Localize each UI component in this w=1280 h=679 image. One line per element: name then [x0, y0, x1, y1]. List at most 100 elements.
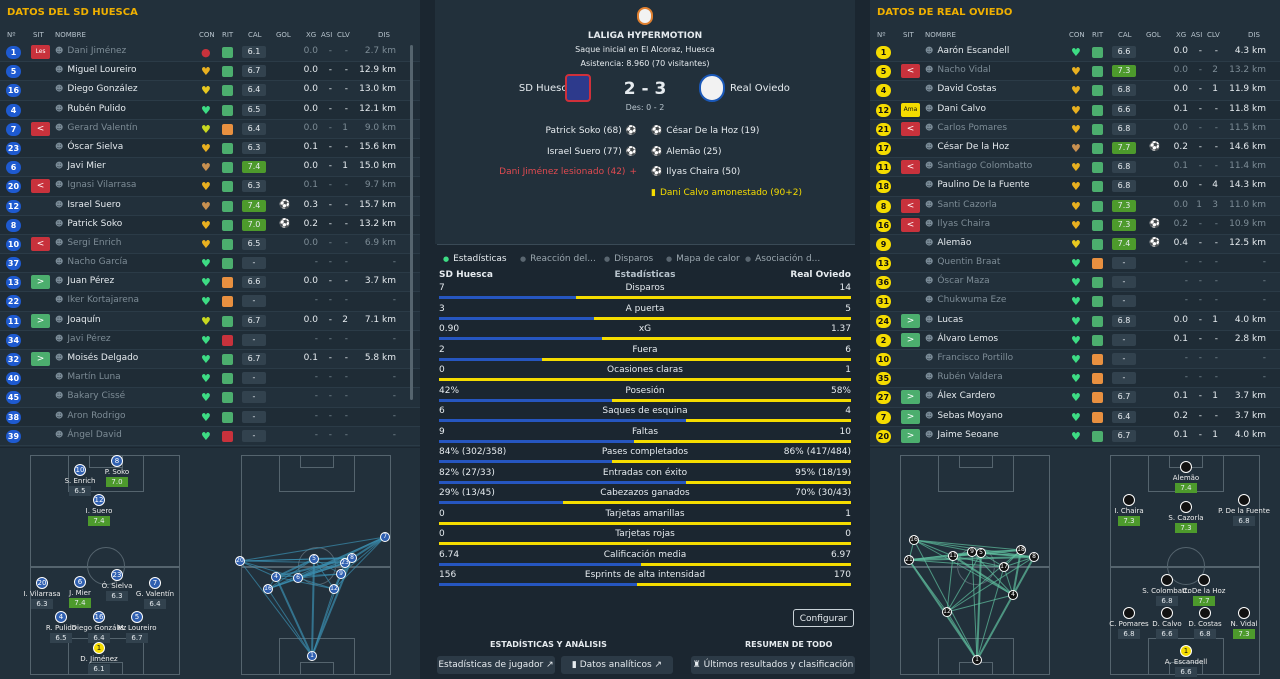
analytics-button[interactable]: ▮ Datos analíticos ↗	[561, 656, 673, 674]
player-name[interactable]: ☻ César De la Hoz	[925, 141, 1010, 152]
column-header[interactable]: CON	[1069, 31, 1085, 39]
column-header[interactable]: CLV	[1207, 31, 1220, 39]
player-marker[interactable]: 6	[74, 576, 86, 588]
player-row[interactable]: 13 ☻ Quentin Braat ♥ - - - - -	[870, 254, 1280, 274]
player-marker[interactable]: 7	[149, 577, 161, 589]
player-row[interactable]: 24 > ☻ Lucas ♥ 6.8 0.0-1 4.0 km	[870, 312, 1280, 331]
player-row[interactable]: 39 ☻ Ángel David ♥ - - - - -	[0, 427, 420, 446]
player-row[interactable]: 20 > ☻ Jaime Seoane ♥ 6.7 0.1-1 4.0 km	[870, 427, 1280, 446]
column-header[interactable]: GOL	[276, 31, 291, 39]
player-marker[interactable]: 1	[1180, 645, 1192, 657]
tab-2[interactable]: ● Disparos	[604, 254, 654, 264]
player-row[interactable]: 23 ☻ Óscar Sielva ♥ 6.3 0.1- -15.6 km	[0, 138, 420, 159]
column-header[interactable]: NOMBRE	[55, 31, 86, 39]
player-name[interactable]: ☻ Ilyas Chaira	[925, 218, 991, 229]
player-name[interactable]: ☻ Iker Kortajarena	[55, 295, 139, 306]
player-marker[interactable]	[1180, 461, 1192, 473]
player-marker[interactable]: 1	[93, 642, 105, 654]
player-row[interactable]: 9 ☻ Alemão ♥ 7.4 ⚽ 0.4- -12.5 km	[870, 235, 1280, 255]
player-marker[interactable]: 16	[93, 611, 105, 623]
home-team-name[interactable]: SD Huesca	[518, 83, 573, 94]
player-name[interactable]: ☻ Rubén Pulido	[55, 103, 126, 114]
player-row[interactable]: 34 ☻ Javi Pérez ♥ - - - - -	[0, 330, 420, 350]
player-row[interactable]: 21 < ☻ Carlos Pomares ♥ 6.8 0.0- -11.5 km	[870, 120, 1280, 139]
player-row[interactable]: 11 > ☻ Joaquín ♥ 6.7 0.0-2 7.1 km	[0, 312, 420, 331]
player-row[interactable]: 18 ☻ Paulino De la Fuente ♥ 6.8 0.0-4 14.3 km	[870, 177, 1280, 197]
player-marker[interactable]	[1161, 607, 1173, 619]
player-marker[interactable]	[1161, 574, 1173, 586]
player-name[interactable]: ☻ Juan Pérez	[55, 276, 115, 287]
player-name[interactable]: ☻ Óscar Sielva	[55, 141, 124, 152]
player-row[interactable]: 7 > ☻ Sebas Moyano ♥ 6.4 0.2- -3.7 km	[870, 407, 1280, 427]
player-name[interactable]: ☻ Chukwuma Eze	[925, 295, 1007, 306]
column-header[interactable]: GOL	[1146, 31, 1161, 39]
player-row[interactable]: 16 < ☻ Ilyas Chaira ♥ 7.3 ⚽ 0.2- -10.9 km	[870, 215, 1280, 235]
player-name[interactable]: ☻ Israel Suero	[55, 199, 121, 210]
player-name[interactable]: ☻ Óscar Maza	[925, 276, 990, 287]
player-marker[interactable]: 8	[111, 455, 123, 467]
column-header[interactable]: SIT	[903, 31, 914, 39]
column-header[interactable]: Nº	[877, 31, 886, 39]
player-marker[interactable]: 4	[55, 611, 67, 623]
tab-1[interactable]: ● Reacción del...	[520, 254, 596, 264]
player-name[interactable]: ☻ Santiago Colombatto	[925, 161, 1033, 172]
player-row[interactable]: 27 > ☻ Álex Cardero ♥ 6.7 0.1-1 3.7 km	[870, 388, 1280, 408]
player-name[interactable]: ☻ Moisés Delgado	[55, 353, 139, 363]
player-name[interactable]: ☻ David Costas	[925, 84, 997, 95]
player-name[interactable]: ☻ Aarón Escandell	[925, 46, 1010, 56]
column-header[interactable]: NOMBRE	[925, 31, 956, 39]
player-marker[interactable]	[1199, 607, 1211, 619]
player-row[interactable]: 11 < ☻ Santiago Colombatto ♥ 6.8 0.1- -11.4 km	[870, 158, 1280, 178]
column-header[interactable]: Nº	[7, 31, 16, 39]
player-name[interactable]: ☻ Ángel David	[55, 429, 122, 440]
column-header[interactable]: RIT	[1092, 31, 1104, 39]
player-name[interactable]: ☻ Gerard Valentín	[55, 122, 138, 133]
player-marker[interactable]: 10	[74, 464, 86, 476]
player-row[interactable]: 1 Les ☻ Dani Jiménez ● 6.1 0.0- -2.7 km	[0, 43, 420, 63]
player-name[interactable]: ☻ Aron Rodrigo	[55, 410, 126, 421]
player-marker[interactable]: 23	[111, 569, 123, 581]
player-row[interactable]: 10 < ☻ Sergi Enrich ♥ 6.5 0.0- -6.9 km	[0, 235, 420, 255]
player-name[interactable]: ☻ Rubén Valdera	[925, 372, 1003, 383]
player-row[interactable]: 1 ☻ Aarón Escandell ♥ 6.6 0.0- -4.3 km	[870, 43, 1280, 63]
column-header[interactable]: CON	[199, 31, 215, 39]
player-row[interactable]: 17 ☻ César De la Hoz ♥ 7.7 ⚽ 0.2- -14.6 km	[870, 138, 1280, 159]
player-row[interactable]: 13 > ☻ Juan Pérez ♥ 6.6 0.0- -3.7 km	[0, 273, 420, 293]
player-name[interactable]: ☻ Alemão	[925, 237, 972, 248]
player-row[interactable]: 36 ☻ Óscar Maza ♥ - - - - -	[870, 273, 1280, 293]
away-team-name[interactable]: Real Oviedo	[730, 83, 790, 94]
player-row[interactable]: 8 ☻ Patrick Soko ♥ 7.0 ⚽ 0.2- -13.2 km	[0, 215, 420, 235]
player-name[interactable]: ☻ Miguel Loureiro	[55, 65, 137, 76]
player-row[interactable]: 5 < ☻ Nacho Vidal ♥ 7.3 0.0-2 13.2 km	[870, 62, 1280, 82]
column-header[interactable]: DIS	[378, 31, 390, 39]
player-name[interactable]: ☻ Jaime Seoane	[925, 429, 999, 440]
player-marker[interactable]	[1123, 607, 1135, 619]
player-row[interactable]: 4 ☻ Rubén Pulido ♥ 6.5 0.0- -12.1 km	[0, 100, 420, 120]
player-row[interactable]: 12 Ama ☻ Dani Calvo ♥ 6.6 0.1- -11.8 km	[870, 100, 1280, 120]
player-marker[interactable]	[1198, 574, 1210, 586]
player-row[interactable]: 38 ☻ Aron Rodrigo ♥ - - - - -	[0, 407, 420, 427]
player-name[interactable]: ☻ Lucas	[925, 314, 964, 325]
player-row[interactable]: 22 ☻ Iker Kortajarena ♥ - - - - -	[0, 292, 420, 312]
tab-0[interactable]: ● Estadísticas	[443, 254, 507, 264]
player-marker[interactable]: 5	[131, 611, 143, 623]
player-row[interactable]: 10 ☻ Francisco Portillo ♥ - - - - -	[870, 350, 1280, 370]
player-row[interactable]: 45 ☻ Bakary Cissé ♥ - - - - -	[0, 388, 420, 408]
player-name[interactable]: ☻ Joaquín	[55, 314, 101, 325]
column-header[interactable]: SIT	[33, 31, 44, 39]
player-name[interactable]: ☻ Nacho García	[55, 257, 128, 268]
player-row[interactable]: 16 ☻ Diego González ♥ 6.4 0.0- -13.0 km	[0, 81, 420, 101]
player-row[interactable]: 5 ☻ Miguel Loureiro ♥ 6.7 0.0- -12.9 km	[0, 62, 420, 82]
player-row[interactable]: 12 ☻ Israel Suero ♥ 7.4 ⚽ 0.3- -15.7 km	[0, 197, 420, 216]
player-stats-button[interactable]: Estadísticas de jugador ↗	[437, 656, 555, 674]
player-row[interactable]: 32 > ☻ Moisés Delgado ♥ 6.7 0.1- -5.8 km	[0, 350, 420, 370]
player-name[interactable]: ☻ Javi Mier	[55, 161, 106, 172]
configure-button[interactable]: Configurar	[793, 609, 854, 627]
player-name[interactable]: ☻ Diego González	[55, 84, 138, 95]
column-header[interactable]: CAL	[1118, 31, 1132, 39]
column-header[interactable]: ASI	[1191, 31, 1203, 39]
player-row[interactable]: 4 ☻ David Costas ♥ 6.8 0.0-1 11.9 km	[870, 81, 1280, 101]
player-row[interactable]: 20 < ☻ Ignasi Vilarrasa ♥ 6.3 0.1- -9.7 km	[0, 177, 420, 197]
player-row[interactable]: 40 ☻ Martín Luna ♥ - - - - -	[0, 369, 420, 389]
player-name[interactable]: ☻ Nacho Vidal	[925, 65, 991, 76]
